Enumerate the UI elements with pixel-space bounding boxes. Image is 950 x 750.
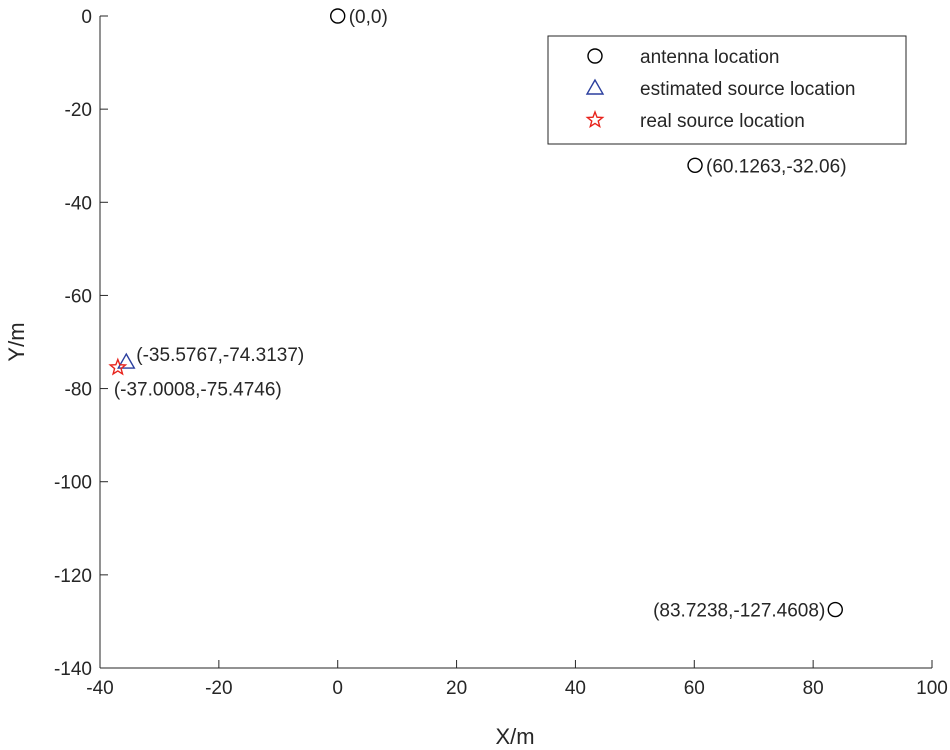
y-tick-label: -140 [54, 659, 92, 680]
y-tick-label: -100 [54, 473, 92, 494]
legend: antenna location estimated source locatio… [547, 35, 907, 145]
legend-star-icon [585, 110, 605, 129]
legend-circle-icon [587, 48, 603, 64]
y-tick-label: -80 [65, 380, 92, 401]
x-tick-label: 20 [446, 678, 467, 699]
axes: -40 -20 0 20 40 60 80 100 0 -20 -40 -60 -80 -100 -120 -… [54, 7, 948, 699]
legend-triangle-icon [585, 78, 605, 95]
y-tick-label: -120 [54, 566, 92, 587]
y-axis-label: Y/m [4, 322, 29, 361]
circle-marker [330, 8, 346, 24]
y-tick-label: -20 [65, 100, 92, 121]
x-tick-label: 0 [332, 678, 343, 699]
x-tick-label: -40 [86, 678, 113, 699]
triangle-marker [117, 352, 136, 369]
legend-entry-label: estimated source location [640, 79, 855, 100]
point-label: (-35.5767,-74.3137) [136, 345, 304, 366]
legend-entry-label: antenna location [640, 47, 779, 68]
data-points [108, 8, 843, 618]
point-labels: (0,0) (60.1263,-32.06) (83.7238,-127.4608)… [114, 7, 847, 622]
y-tick-label: -60 [65, 286, 92, 307]
point-label: (83.7238,-127.4608) [653, 601, 825, 622]
x-tick-label: 80 [803, 678, 824, 699]
y-tick-label: 0 [81, 7, 92, 28]
x-tick-label: 100 [916, 678, 948, 699]
y-tick-label: -40 [65, 193, 92, 214]
x-tick-label: 60 [684, 678, 705, 699]
legend-box [547, 35, 907, 145]
star-marker [108, 357, 128, 376]
circle-marker [687, 157, 703, 174]
circle-marker [827, 601, 843, 618]
point-label: (-37.0008,-75.4746) [114, 379, 282, 400]
legend-entry-label: real source location [640, 111, 805, 132]
point-label: (60.1263,-32.06) [706, 156, 847, 177]
x-tick-label: -20 [205, 678, 232, 699]
x-axis-label: X/m [495, 724, 534, 749]
x-tick-label: 40 [565, 678, 586, 699]
point-label: (0,0) [349, 7, 388, 28]
